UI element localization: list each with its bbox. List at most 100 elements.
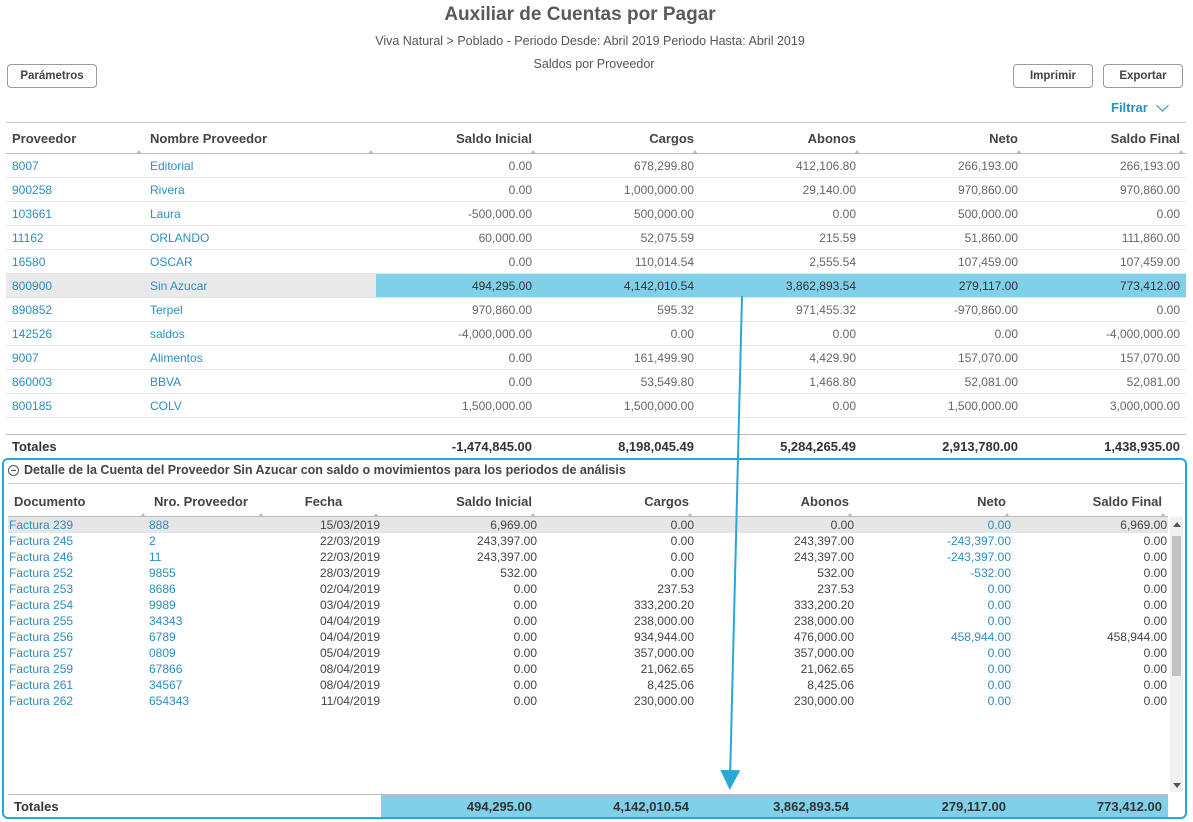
proveedor-link[interactable]: 9007 bbox=[6, 345, 144, 370]
detail-row[interactable]: Factura 256 6789 04/04/2019 0.00 934,944.00 4… bbox=[8, 629, 1168, 645]
scroll-down-icon[interactable] bbox=[1173, 783, 1181, 788]
proveedor-link[interactable]: 800900 bbox=[6, 273, 144, 298]
nombre-proveedor-link[interactable]: Terpel bbox=[144, 297, 376, 322]
proveedor-link[interactable]: 860003 bbox=[6, 369, 144, 394]
table-row[interactable]: 800185 COLV 1,500,000.00 1,500,000.00 0.00 1,… bbox=[6, 393, 1186, 418]
proveedor-link[interactable]: 16580 bbox=[6, 249, 144, 274]
nombre-proveedor-link[interactable]: ORLANDO bbox=[144, 225, 376, 250]
nro-proveedor-link[interactable]: 888 bbox=[148, 517, 266, 533]
detail-row[interactable]: Factura 239 888 15/03/2019 6,969.00 0.00 0.00… bbox=[8, 517, 1168, 533]
documento-link[interactable]: Factura 257 bbox=[9, 646, 74, 660]
proveedor-link[interactable]: 142526 bbox=[6, 321, 144, 346]
sort-icon[interactable] bbox=[530, 150, 536, 154]
nro-proveedor-link[interactable]: 9855 bbox=[149, 566, 176, 580]
filtrar-toggle[interactable]: Filtrar bbox=[1111, 98, 1169, 115]
cell-value[interactable]: -532.00 bbox=[970, 566, 1011, 580]
cell-value[interactable]: 458,944.00 bbox=[950, 630, 1011, 644]
documento-link[interactable]: Factura 259 bbox=[9, 662, 74, 676]
detail-scrollbar[interactable] bbox=[1170, 517, 1183, 792]
cell-value[interactable]: 0.00 bbox=[987, 646, 1011, 660]
cell-value[interactable]: 0.00 bbox=[987, 694, 1011, 708]
detail-row[interactable]: Factura 262 654343 11/04/2019 0.00 230,000.0… bbox=[8, 693, 1168, 709]
table-row[interactable]: 860003 BBVA 0.00 53,549.80 1,468.80 52,081.00… bbox=[6, 369, 1186, 394]
proveedor-link[interactable]: 900258 bbox=[6, 177, 144, 202]
nro-proveedor-link[interactable]: 34343 bbox=[149, 614, 183, 628]
nro-proveedor-link[interactable]: 2 bbox=[149, 534, 156, 548]
documento-link[interactable]: Factura 256 bbox=[9, 630, 74, 644]
detail-row[interactable]: Factura 245 2 22/03/2019 243,397.00 0.00 243,… bbox=[8, 533, 1168, 549]
nombre-proveedor-link[interactable]: saldos bbox=[144, 321, 376, 346]
detail-column-header-documento[interactable]: Documento bbox=[8, 486, 148, 517]
scroll-up-icon[interactable] bbox=[1173, 522, 1181, 527]
sort-icon[interactable] bbox=[692, 150, 698, 154]
detail-row[interactable]: Factura 259 67866 08/04/2019 0.00 21,062.65 2… bbox=[8, 661, 1168, 677]
detail-row[interactable]: Factura 257 0809 05/04/2019 0.00 357,000.00 3… bbox=[8, 645, 1168, 661]
nro-proveedor-link[interactable]: 9989 bbox=[149, 598, 176, 612]
sort-icon[interactable] bbox=[847, 513, 853, 517]
cell-value[interactable]: 0.00 bbox=[987, 614, 1011, 628]
cell-value[interactable]: 0.00 bbox=[855, 517, 1012, 533]
detail-column-header-cargos[interactable]: Cargos bbox=[538, 486, 695, 517]
documento-link[interactable]: Factura 246 bbox=[9, 550, 74, 564]
nro-proveedor-link[interactable]: 67866 bbox=[149, 662, 183, 676]
column-header-nombre-proveedor[interactable]: Nombre Proveedor bbox=[144, 124, 376, 154]
table-row[interactable]: 890852 Terpel 970,860.00 595.32 971,455.32 -9… bbox=[6, 297, 1186, 322]
table-row[interactable]: 16580 OSCAR 0.00 110,014.54 2,555.54 107,459.… bbox=[6, 249, 1186, 274]
column-header-abonos[interactable]: Abonos bbox=[700, 124, 862, 154]
detail-column-header-saldo-inicial[interactable]: Saldo Inicial bbox=[381, 486, 538, 517]
table-row[interactable]: 11162 ORLANDO 60,000.00 52,075.59 215.59 51,8… bbox=[6, 225, 1186, 250]
documento-link[interactable]: Factura 252 bbox=[9, 566, 74, 580]
sort-icon[interactable] bbox=[1178, 150, 1184, 154]
nro-proveedor-link[interactable]: 8686 bbox=[149, 582, 176, 596]
detail-column-header-abonos[interactable]: Abonos bbox=[695, 486, 855, 517]
documento-link[interactable]: Factura 253 bbox=[9, 582, 74, 596]
sort-icon[interactable] bbox=[140, 513, 146, 517]
proveedor-link[interactable]: 890852 bbox=[6, 297, 144, 322]
column-header-saldo-inicial[interactable]: Saldo Inicial bbox=[376, 124, 538, 154]
table-row[interactable]: 800900 Sin Azucar 494,295.00 4,142,010.54 3,… bbox=[6, 273, 1186, 298]
documento-link[interactable]: Factura 239 bbox=[8, 517, 148, 533]
column-header-proveedor[interactable]: Proveedor bbox=[6, 124, 144, 154]
detail-row[interactable]: Factura 255 34343 04/04/2019 0.00 238,000.00… bbox=[8, 613, 1168, 629]
proveedor-link[interactable]: 11162 bbox=[6, 225, 144, 250]
sort-icon[interactable] bbox=[258, 513, 264, 517]
nro-proveedor-link[interactable]: 0809 bbox=[149, 646, 176, 660]
column-header-cargos[interactable]: Cargos bbox=[538, 124, 700, 154]
sort-icon[interactable] bbox=[1016, 150, 1022, 154]
proveedor-link[interactable]: 800185 bbox=[6, 393, 144, 418]
cell-value[interactable]: -243,397.00 bbox=[946, 550, 1011, 564]
nombre-proveedor-link[interactable]: COLV bbox=[144, 393, 376, 418]
table-row[interactable]: 103661 Laura -500,000.00 500,000.00 0.00 500,… bbox=[6, 201, 1186, 226]
collapse-icon[interactable] bbox=[8, 464, 19, 476]
proveedor-link[interactable]: 8007 bbox=[6, 153, 144, 178]
column-header-neto[interactable]: Neto bbox=[862, 124, 1024, 154]
nro-proveedor-link[interactable]: 11 bbox=[149, 550, 162, 564]
documento-link[interactable]: Factura 254 bbox=[9, 598, 74, 612]
sort-icon[interactable] bbox=[136, 150, 142, 154]
sort-icon[interactable] bbox=[854, 150, 860, 154]
nro-proveedor-link[interactable]: 6789 bbox=[149, 630, 176, 644]
nombre-proveedor-link[interactable]: Laura bbox=[144, 201, 376, 226]
cell-value[interactable]: 0.00 bbox=[987, 662, 1011, 676]
cell-value[interactable]: -243,397.00 bbox=[946, 534, 1011, 548]
detail-row[interactable]: Factura 254 9989 03/04/2019 0.00 333,200.20 3… bbox=[8, 597, 1168, 613]
column-header-saldo-final[interactable]: Saldo Final bbox=[1024, 124, 1186, 154]
detail-column-header-neto[interactable]: Neto bbox=[855, 486, 1012, 517]
detail-row[interactable]: Factura 261 34567 08/04/2019 0.00 8,425.06 8,… bbox=[8, 677, 1168, 693]
detail-row[interactable]: Factura 246 11 22/03/2019 243,397.00 0.00 243… bbox=[8, 549, 1168, 565]
detail-row[interactable]: Factura 252 9855 28/03/2019 532.00 0.00 532.0… bbox=[8, 565, 1168, 581]
sort-icon[interactable] bbox=[368, 150, 374, 154]
detail-column-header-fecha[interactable]: Fecha bbox=[266, 486, 381, 517]
table-row[interactable]: 142526 saldos -4,000,000.00 0.00 0.00 0.00 -4,… bbox=[6, 321, 1186, 346]
nombre-proveedor-link[interactable]: BBVA bbox=[144, 369, 376, 394]
proveedor-link[interactable]: 103661 bbox=[6, 201, 144, 226]
nombre-proveedor-link[interactable]: Editorial bbox=[144, 153, 376, 178]
exportar-button[interactable]: Exportar bbox=[1103, 64, 1183, 88]
documento-link[interactable]: Factura 255 bbox=[9, 614, 74, 628]
parametros-button[interactable]: Parámetros bbox=[7, 64, 97, 88]
sort-icon[interactable] bbox=[687, 513, 693, 517]
detail-column-header-nro-proveedor[interactable]: Nro. Proveedor bbox=[148, 486, 266, 517]
detail-table-body[interactable]: Factura 239 888 15/03/2019 6,969.00 0.00 0.00… bbox=[8, 517, 1168, 795]
sort-icon[interactable] bbox=[1160, 513, 1166, 517]
nombre-proveedor-link[interactable]: OSCAR bbox=[144, 249, 376, 274]
